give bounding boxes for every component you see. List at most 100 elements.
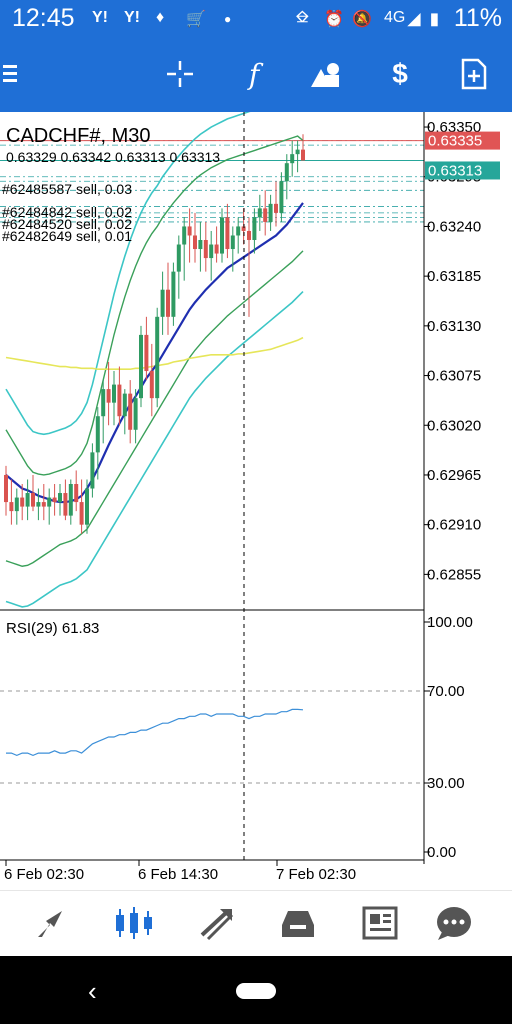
candle-body — [144, 334, 149, 372]
candle-body — [36, 502, 41, 507]
candle-body — [117, 384, 122, 417]
time-label: 6 Feb 02:30 — [4, 866, 84, 883]
candle-body — [79, 502, 84, 525]
candle-body — [101, 389, 106, 417]
objects-icon[interactable] — [306, 54, 346, 94]
bid-price-label: 0.63313 — [428, 162, 482, 179]
mute-icon: 🔕 — [352, 11, 372, 28]
trade-nav-icon[interactable] — [194, 901, 238, 945]
home-icon[interactable] — [236, 983, 276, 999]
candle-body — [106, 389, 111, 403]
battery-percent: 11% — [453, 4, 502, 32]
candle-body — [241, 226, 246, 231]
candle-body — [230, 235, 235, 250]
candle-body — [236, 226, 241, 236]
candle-body — [139, 334, 143, 399]
price-tick-label: 0.62965 — [427, 467, 481, 484]
candle-body — [301, 149, 305, 161]
function-icon[interactable]: f — [248, 57, 260, 91]
chart-nav-icon[interactable] — [112, 901, 156, 945]
candle-body — [155, 316, 160, 399]
yahoo-icon: Y! — [124, 9, 140, 26]
candle-body — [247, 230, 251, 240]
order-label: #62484842 sell, 0.02 — [2, 204, 132, 220]
candle-body — [225, 217, 230, 250]
dot-icon: ● — [224, 12, 232, 26]
history-nav-icon[interactable] — [276, 901, 320, 945]
candle-body — [198, 240, 203, 250]
candle-body — [252, 217, 257, 240]
candle-body — [4, 474, 8, 503]
bollinger-inner-lower — [5, 250, 304, 567]
time-label: 6 Feb 14:30 — [138, 866, 218, 883]
order-label: #62484520 sell, 0.02 — [2, 216, 132, 232]
order-label: #62482649 sell, 0.01 — [2, 228, 132, 244]
yahoo-icon: Y! — [92, 9, 108, 26]
rsi-level-label: 30.00 — [427, 775, 465, 792]
candle-body — [203, 240, 208, 259]
candle-body — [263, 208, 268, 222]
candle-body — [9, 502, 14, 512]
ask-price-badge — [425, 131, 500, 150]
candle-body — [166, 289, 170, 317]
bottom-navigation — [0, 890, 512, 957]
status-bar: 12:45 Y! Y! ♦ 🛒 ● ⎒ ⏰ 🔕 4G ◢ ▮ 11% — [0, 0, 512, 38]
candle-body — [182, 226, 187, 245]
cart-icon: 🛒 — [186, 11, 206, 28]
candle-body — [52, 497, 57, 503]
candle-body — [284, 163, 289, 182]
cast-icon: ⎒ — [296, 9, 309, 26]
price-tick-label: 0.63240 — [427, 218, 481, 235]
battery-icon: ▮ — [430, 11, 439, 28]
news-nav-icon[interactable] — [358, 901, 402, 945]
candle-body — [160, 289, 165, 317]
ask-price-label: 0.63335 — [428, 133, 482, 150]
candle-body — [58, 493, 62, 503]
chart-area[interactable]: 0.633500.632950.632400.631850.631300.630… — [0, 94, 512, 890]
candle-body — [68, 484, 73, 516]
trade-icon[interactable]: $ — [392, 58, 408, 89]
menu-icon[interactable] — [0, 54, 24, 94]
system-navigation: ‹ — [0, 956, 512, 1024]
notification-icon: ♦ — [156, 9, 165, 26]
candle-body — [171, 271, 176, 317]
candle-body — [214, 244, 219, 254]
chart-symbol: CADCHF#, M30 — [6, 125, 150, 147]
rsi-label: RSI(29) 61.83 — [6, 620, 99, 637]
rsi-level-label: 100.00 — [427, 614, 473, 631]
bid-price-badge — [425, 161, 500, 180]
candle-body — [31, 493, 35, 507]
price-tick-label: 0.63020 — [427, 417, 481, 434]
quotes-nav-icon[interactable] — [30, 901, 74, 945]
rsi-level-label: 70.00 — [427, 683, 465, 700]
chat-nav-icon[interactable] — [432, 901, 476, 945]
network-type: 4G — [384, 9, 406, 26]
candle-body — [279, 181, 284, 213]
time-axis: 6 Feb 02:30 6 Feb 14:30 7 Feb 02:30 — [4, 860, 356, 883]
bollinger-outer-lower — [5, 290, 304, 608]
candle-body — [25, 493, 30, 507]
new-order-icon[interactable] — [454, 54, 494, 94]
chart-ohlc: 0.63329 0.63342 0.63313 0.63313 — [6, 149, 220, 165]
candle-body — [63, 493, 68, 516]
price-tick-label: 0.63075 — [427, 368, 481, 385]
candle-body — [193, 235, 197, 250]
crosshair-icon[interactable] — [160, 54, 200, 94]
toolbar: f $ — [0, 38, 512, 112]
price-tick-label: 0.63185 — [427, 268, 481, 285]
candle-body — [133, 398, 138, 430]
rsi-level-label: 0.00 — [427, 844, 456, 861]
order-levels — [0, 140, 424, 223]
slow-ma-line — [5, 336, 304, 371]
order-labels: #62485587 sell, 0.03 #62484842 sell, 0.02… — [2, 181, 132, 244]
candle-body — [268, 203, 273, 222]
back-icon[interactable]: ‹ — [88, 976, 97, 1006]
candle-body — [95, 416, 100, 453]
candles — [4, 134, 305, 534]
price-tick-label: 0.62910 — [427, 517, 481, 534]
signal-icon: ◢ — [408, 11, 421, 28]
candle-body — [290, 154, 295, 164]
order-label: #62485587 sell, 0.03 — [2, 181, 132, 197]
alarm-icon: ⏰ — [324, 11, 344, 28]
candle-body — [74, 484, 79, 503]
